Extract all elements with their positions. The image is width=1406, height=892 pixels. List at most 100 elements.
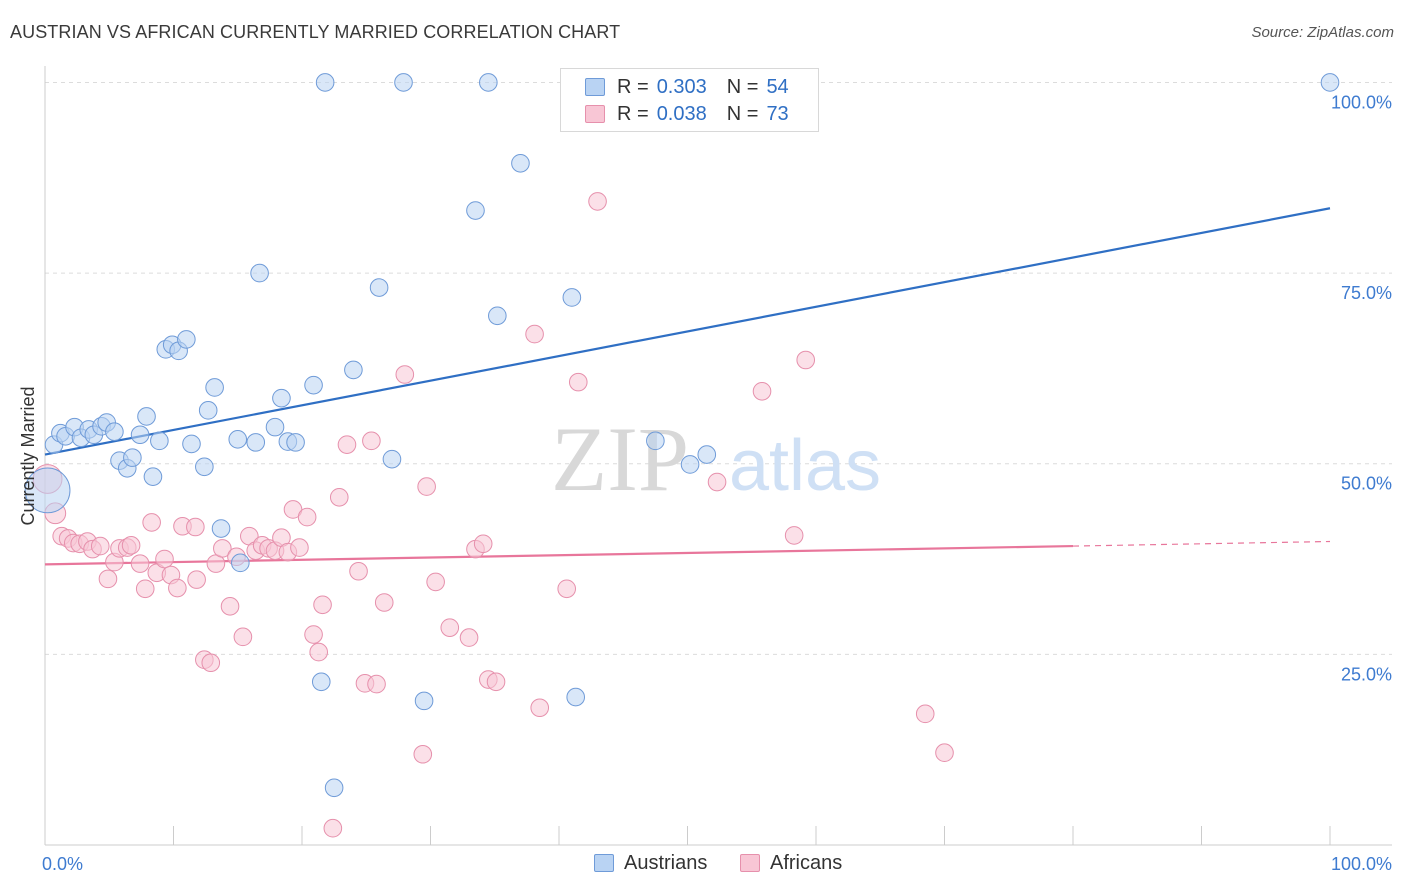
y-tick-label: 75.0% <box>1341 283 1392 303</box>
austrian-point <box>1320 73 1340 92</box>
austrian-point <box>228 430 248 449</box>
legend-swatch-pink <box>585 105 605 123</box>
african-point <box>557 579 577 599</box>
african-point <box>395 365 415 384</box>
austrian-point <box>511 153 530 173</box>
austrian-point <box>205 378 224 397</box>
african-point <box>186 517 205 537</box>
african-point <box>367 674 386 694</box>
african-point <box>283 500 303 519</box>
bottom-legend-austrians: Austrians <box>594 850 707 876</box>
african-point <box>707 472 727 492</box>
austrian-point <box>198 401 218 420</box>
chart-title: AUSTRIAN VS AFRICAN CURRENTLY MARRIED CO… <box>10 22 621 42</box>
austrian-point <box>466 201 485 220</box>
african-point <box>98 569 118 589</box>
bottom-legend-africans: Africans <box>740 850 842 876</box>
austrian-point <box>137 407 156 426</box>
austrian-point <box>394 73 413 92</box>
legend-swatch-blue <box>594 854 614 872</box>
african-point <box>752 381 772 401</box>
austrian-point <box>24 467 71 514</box>
african-point <box>168 578 187 598</box>
african-point <box>784 526 804 545</box>
austrian-point <box>177 330 196 349</box>
y-tick-label: 50.0% <box>1341 474 1392 494</box>
legend-row-austrians: R = 0.303 N = 54 <box>585 75 789 99</box>
african-point <box>201 653 221 673</box>
austrian-point <box>488 306 507 326</box>
legend-label-africans: Africans <box>770 851 843 874</box>
legend-n-label: N = <box>726 75 759 98</box>
austrian-point <box>311 672 331 692</box>
source-label: Source: ZipAtlas.com <box>1251 24 1394 41</box>
african-point <box>915 704 935 724</box>
austrian-point <box>697 445 717 464</box>
austrian-point <box>130 425 150 445</box>
austrians-trend-line <box>44 207 1331 456</box>
legend-n-value: 54 <box>766 75 789 98</box>
y-tick-label: 100.0% <box>1331 92 1392 112</box>
austrian-point <box>105 422 124 441</box>
african-point <box>568 372 588 392</box>
african-point <box>187 570 206 589</box>
x-tick-label: 100.0% <box>1331 854 1392 874</box>
african-point <box>417 477 436 496</box>
trend-lines <box>44 207 1331 566</box>
african-point <box>290 538 309 557</box>
african-point <box>362 431 381 451</box>
austrian-point <box>250 263 269 283</box>
austrian-point <box>562 288 582 307</box>
austrian-point <box>231 553 250 573</box>
african-point <box>459 628 479 647</box>
data-points <box>24 73 1340 838</box>
austrian-point <box>324 778 344 798</box>
y-axis-label: Currently Married <box>18 386 38 525</box>
austrian-point <box>272 388 291 408</box>
x-tick-label: 0.0% <box>42 854 83 874</box>
axes <box>44 66 1392 846</box>
african-point <box>349 561 368 581</box>
african-point <box>525 324 544 344</box>
legend-n-value: 73 <box>766 102 789 125</box>
austrian-point <box>123 448 142 467</box>
african-point <box>142 513 161 532</box>
legend-r-value: 0.303 <box>656 75 707 98</box>
african-point <box>313 595 332 615</box>
austrian-point <box>566 687 586 707</box>
legend-r-label: R = <box>617 75 649 98</box>
african-point <box>796 350 816 370</box>
watermark-zip: ZIP <box>551 408 689 510</box>
legend-n-label: N = <box>726 102 759 125</box>
austrian-point <box>646 431 665 451</box>
austrian-point <box>211 519 231 538</box>
african-point <box>329 487 349 507</box>
austrian-point <box>344 360 363 380</box>
gridlines <box>45 81 1392 655</box>
african-point <box>90 536 110 556</box>
legend-swatch-blue <box>585 78 605 96</box>
tick-labels: 25.0% 50.0% 75.0% 100.0% 0.0% 100.0% <box>42 92 1392 874</box>
african-point <box>220 597 240 616</box>
african-point <box>233 627 253 647</box>
african-point <box>530 698 550 718</box>
austrian-point <box>414 691 434 711</box>
austrian-point <box>382 449 402 469</box>
austrian-point <box>680 455 700 474</box>
austrian-point <box>315 73 335 92</box>
african-point <box>304 625 323 644</box>
african-point <box>374 593 394 612</box>
legend-row-africans: R = 0.038 N = 73 <box>585 102 789 126</box>
y-tick-label: 25.0% <box>1341 664 1392 684</box>
legend-r-value: 0.038 <box>656 102 707 125</box>
african-point <box>935 743 954 763</box>
austrian-point <box>286 433 305 452</box>
african-point <box>413 744 433 764</box>
legend-swatch-pink <box>740 854 760 872</box>
austrian-point <box>479 73 498 92</box>
african-point <box>440 618 460 637</box>
african-point <box>135 579 155 599</box>
austrian-point <box>369 278 389 297</box>
austrian-point <box>143 467 163 486</box>
